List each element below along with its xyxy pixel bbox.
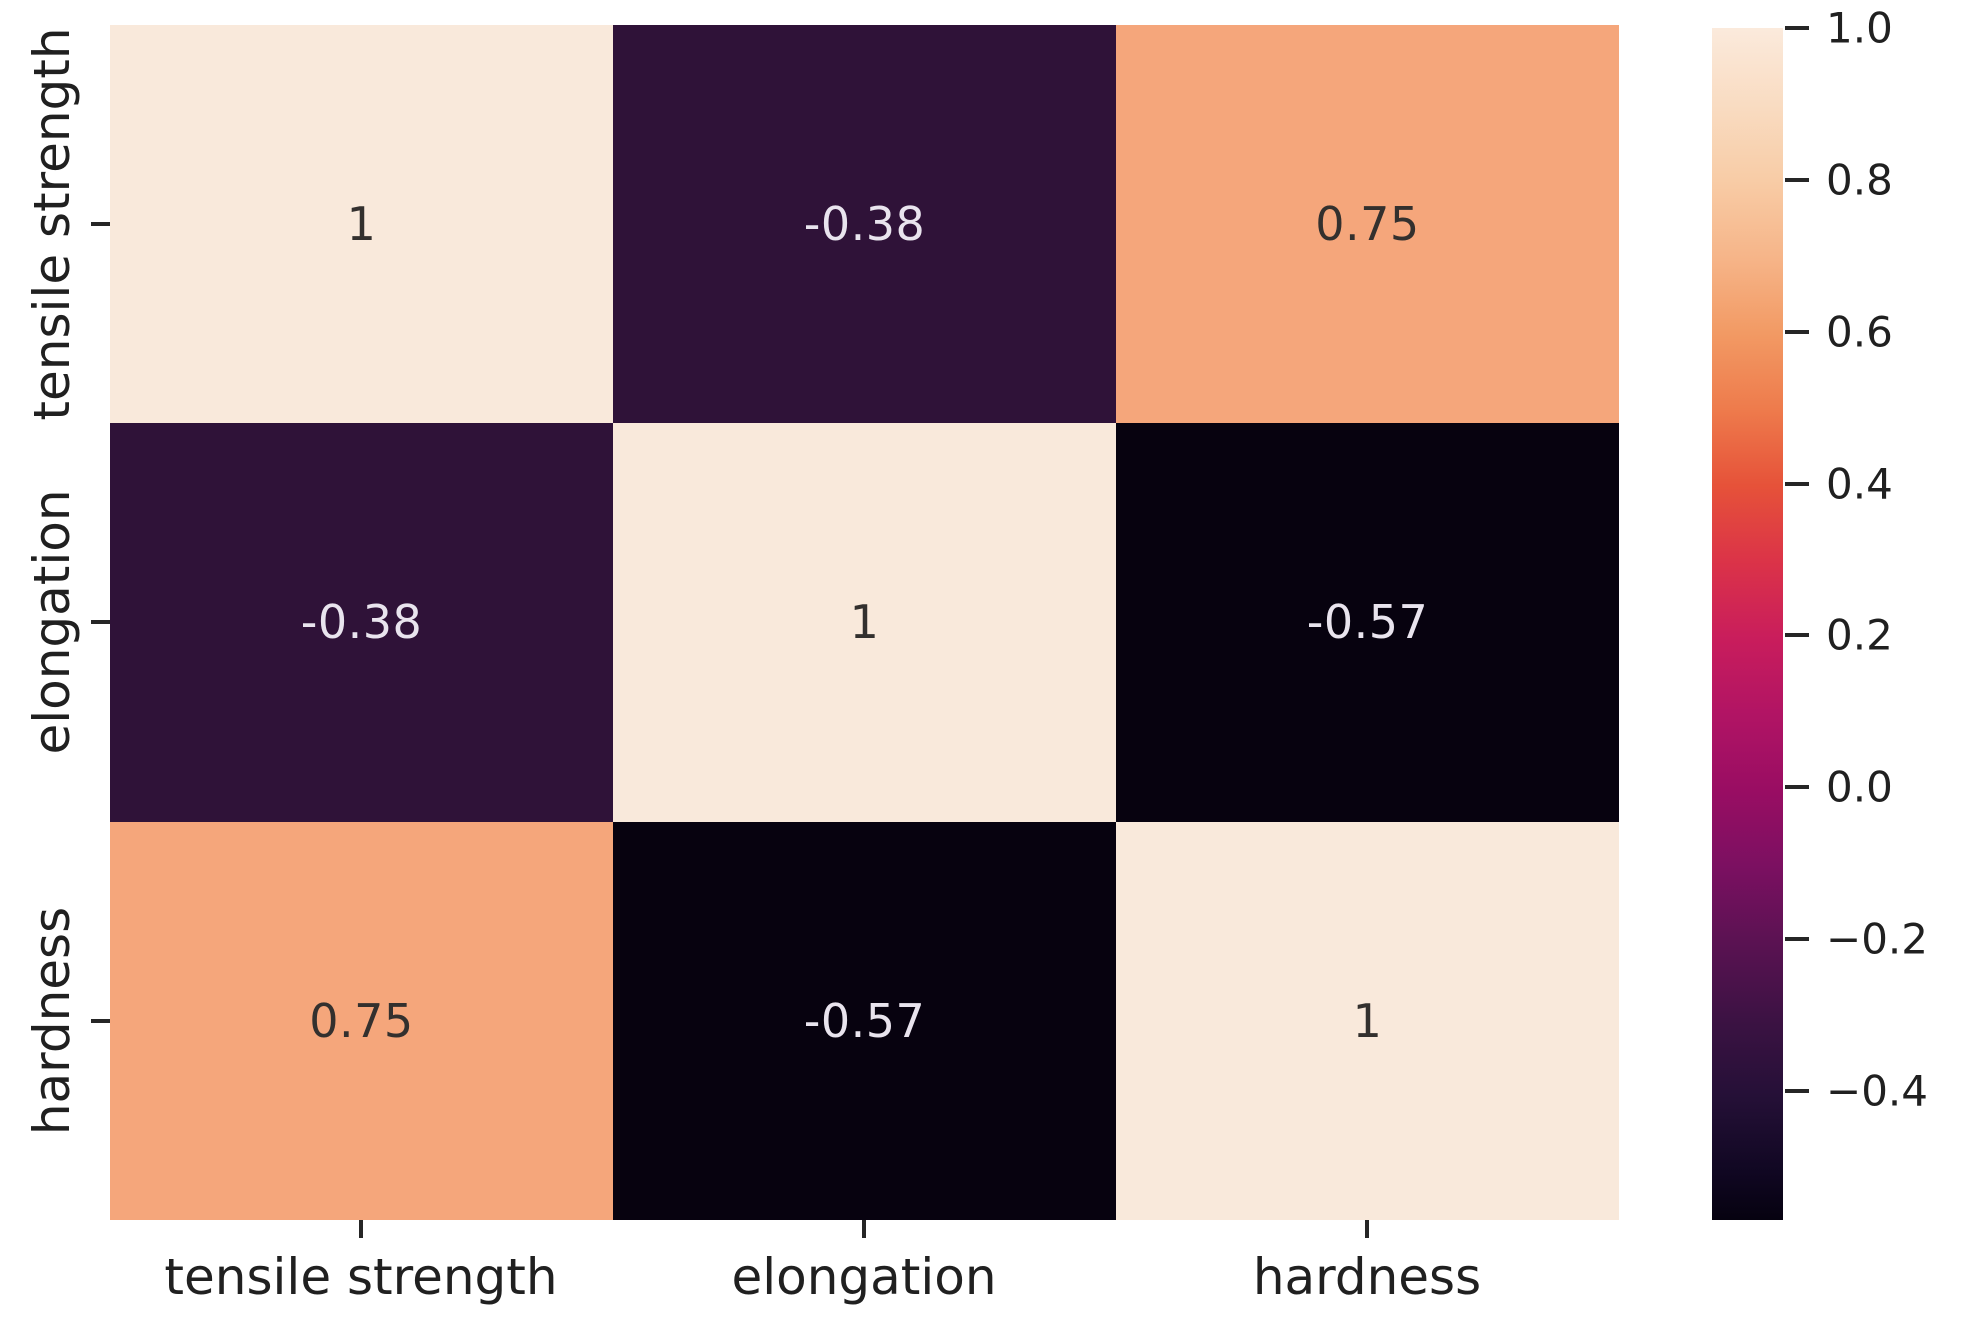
heatmap-cell-1-2: -0.57 — [1116, 423, 1619, 822]
y-axis-label-elongation: elongation — [23, 489, 81, 755]
colorbar-tick-label-−0.4: −0.4 — [1826, 1066, 1928, 1116]
heatmap-cell-1-0: -0.38 — [110, 423, 613, 822]
x-axis-label-elongation: elongation — [731, 1248, 997, 1306]
colorbar-tick-0.0 — [1785, 785, 1809, 790]
heatmap-grid: 1 -0.38 0.75 -0.38 1 -0.57 0.75 -0.57 1 — [110, 25, 1619, 1220]
heatmap-cell-2-1: -0.57 — [613, 821, 1116, 1220]
y-axis-tick-1 — [91, 620, 110, 624]
heatmap-cell-2-0: 0.75 — [110, 821, 613, 1220]
x-axis-tick-0 — [359, 1220, 363, 1238]
colorbar-tick-label-0.6: 0.6 — [1826, 307, 1893, 357]
y-axis-label-hardness: hardness — [23, 906, 81, 1136]
x-axis-label-tensile-strength: tensile strength — [164, 1248, 558, 1306]
y-axis-label-tensile-strength: tensile strength — [23, 27, 81, 421]
colorbar-tick-label-0.4: 0.4 — [1826, 459, 1893, 509]
colorbar-tick-0.2 — [1785, 633, 1809, 638]
heatmap-cell-0-0: 1 — [110, 25, 613, 424]
heatmap-cell-2-2: 1 — [1116, 821, 1619, 1220]
colorbar-gradient — [1712, 28, 1783, 1220]
colorbar-tick-0.6 — [1785, 329, 1809, 334]
colorbar-tick-−0.4 — [1785, 1088, 1809, 1093]
heatmap-cell-1-1: 1 — [613, 423, 1116, 822]
heatmap-cell-0-2: 0.75 — [1116, 25, 1619, 424]
colorbar-tick-0.8 — [1785, 177, 1809, 182]
colorbar-tick-label-1.0: 1.0 — [1826, 3, 1893, 53]
heatmap-cell-0-1: -0.38 — [613, 25, 1116, 424]
colorbar-tick-1.0 — [1785, 26, 1809, 30]
x-axis-label-hardness: hardness — [1252, 1248, 1482, 1306]
x-axis-tick-1 — [862, 1220, 866, 1238]
colorbar-tick-label-0.2: 0.2 — [1826, 610, 1893, 660]
colorbar-tick-label-0.8: 0.8 — [1826, 155, 1893, 205]
colorbar-tick-label-−0.2: −0.2 — [1826, 914, 1928, 964]
colorbar-tick-0.4 — [1785, 481, 1809, 486]
x-axis-tick-2 — [1365, 1220, 1369, 1238]
y-axis-tick-2 — [91, 1019, 110, 1023]
colorbar-tick-label-0.0: 0.0 — [1826, 762, 1893, 812]
y-axis-tick-0 — [91, 222, 110, 226]
colorbar-tick-−0.2 — [1785, 937, 1809, 942]
